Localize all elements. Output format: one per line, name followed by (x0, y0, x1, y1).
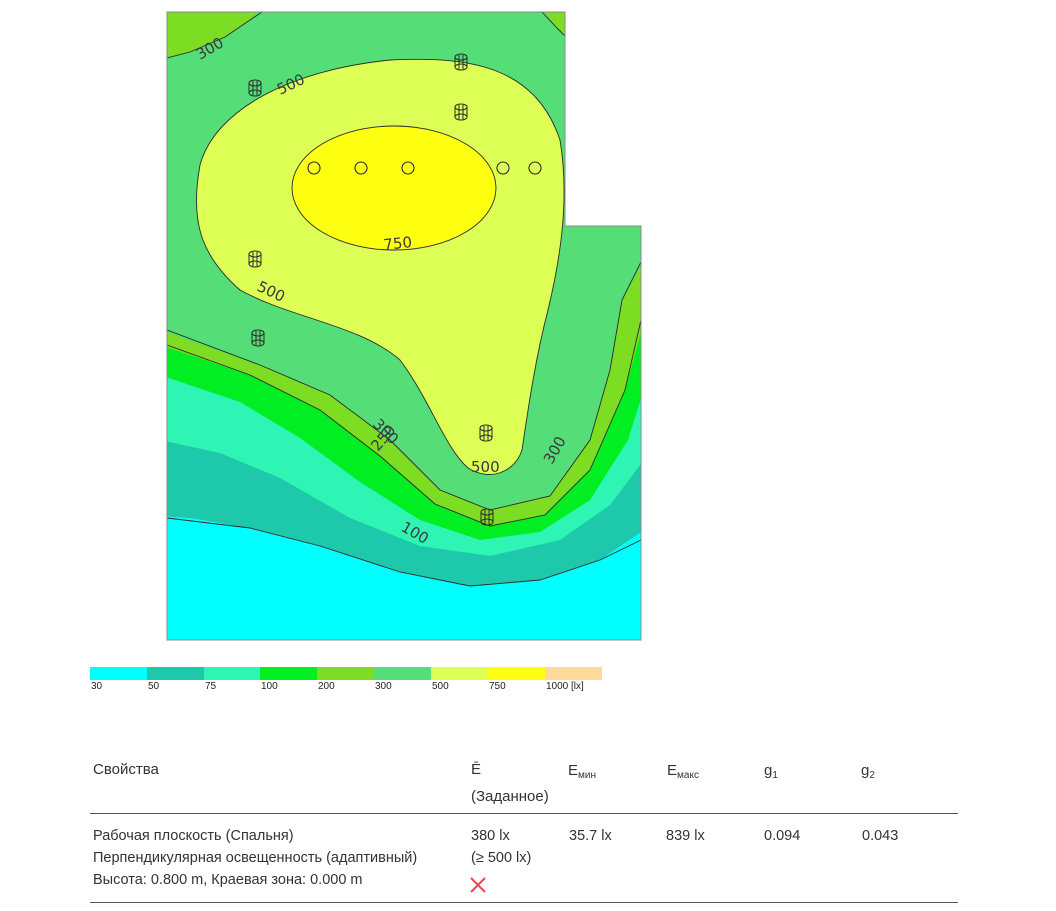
room-outline (166, 11, 642, 641)
header-g2: g2 (861, 762, 875, 781)
cylinder-luminaire-icon (251, 329, 265, 347)
legend-tick-label: 500 (432, 681, 449, 692)
downlight-icon (496, 161, 510, 175)
header-properties: Свойства (93, 761, 159, 778)
legend-tick-label: 200 (318, 681, 335, 692)
legend-swatch (204, 667, 261, 680)
header-e-max: Eмакс (667, 762, 699, 781)
legend-swatch (90, 667, 147, 680)
cylinder-luminaire-icon (480, 508, 494, 526)
cylinder-luminaire-icon (454, 53, 468, 71)
row-property-line3: Высота: 0.800 m, Краевая зона: 0.000 m (93, 872, 363, 888)
row-property-line1: Рабочая плоскость (Спальня) (93, 828, 294, 844)
contour-label: 750 (383, 233, 413, 254)
legend-swatch (488, 667, 545, 680)
downlights (307, 161, 542, 175)
illuminance-fill (167, 12, 641, 640)
table-bottom-divider (90, 902, 958, 903)
legend-tick-label: 1000 [lx] (546, 681, 584, 692)
header-e-min: Eмин (568, 762, 596, 781)
cylinder-luminaire-icon (248, 250, 262, 268)
legend-tick-label: 750 (489, 681, 506, 692)
legend-tick-label: 300 (375, 681, 392, 692)
row-g1: 0.094 (764, 828, 801, 844)
cross-icon (470, 877, 486, 893)
legend-swatch (374, 667, 431, 680)
header-g1: g1 (764, 762, 778, 781)
cylinder-luminaires (248, 53, 494, 526)
row-e-target: (≥ 500 lx) (471, 850, 532, 866)
illuminance-legend: 30 50 75 100 200 300 500 750 1000 [lx] (90, 667, 602, 697)
cylinder-luminaire-icon (248, 79, 262, 97)
legend-tick-label: 50 (148, 681, 160, 692)
cylinder-luminaire-icon (454, 103, 468, 121)
legend-tick-label: 75 (205, 681, 217, 692)
header-e-avg: Ē (471, 761, 482, 778)
isolux-plan: 300 500 750 500 300 250 500 300 100 (166, 11, 642, 641)
legend-swatch (260, 667, 317, 680)
cylinder-luminaire-icon (479, 424, 493, 442)
legend-tick-label: 100 (261, 681, 278, 692)
row-e-max: 839 lx (666, 828, 705, 844)
row-g2: 0.043 (862, 828, 899, 844)
contour-label: 500 (471, 458, 500, 476)
downlight-icon (401, 161, 415, 175)
downlight-icon (307, 161, 321, 175)
row-e-min: 35.7 lx (569, 828, 612, 844)
isolines (167, 12, 641, 587)
downlight-icon (354, 161, 368, 175)
header-divider (90, 813, 958, 814)
row-property-line2: Перпендикулярная освещенность (адаптивны… (93, 850, 418, 866)
legend-tick-label: 30 (91, 681, 103, 692)
header-e-avg-note: (Заданное) (471, 788, 549, 805)
row-e-avg: 380 lx (471, 828, 510, 844)
downlight-icon (528, 161, 542, 175)
legend-swatch (317, 667, 374, 680)
legend-swatch (545, 667, 602, 680)
legend-swatch (431, 667, 488, 680)
legend-swatch (147, 667, 204, 680)
